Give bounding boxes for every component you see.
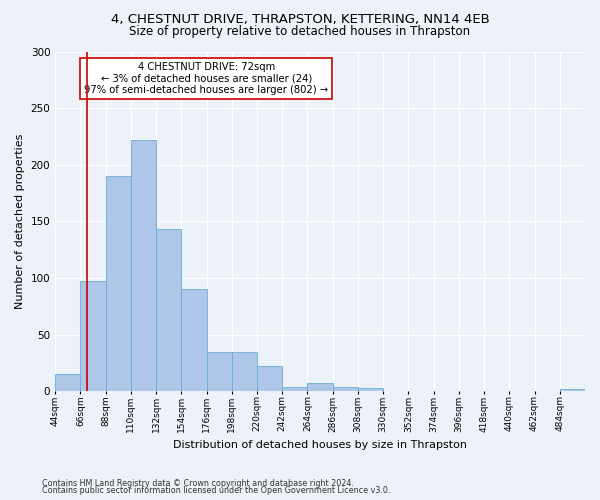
Bar	[358, 388, 383, 391]
Y-axis label: Number of detached properties: Number of detached properties	[15, 134, 25, 309]
Bar	[181, 289, 206, 391]
X-axis label: Distribution of detached houses by size in Thrapston: Distribution of detached houses by size …	[173, 440, 467, 450]
Bar	[257, 366, 282, 391]
Text: Contains HM Land Registry data © Crown copyright and database right 2024.: Contains HM Land Registry data © Crown c…	[42, 478, 354, 488]
Bar	[282, 386, 307, 391]
Bar	[232, 352, 257, 391]
Bar	[55, 374, 80, 391]
Text: 4 CHESTNUT DRIVE: 72sqm
← 3% of detached houses are smaller (24)
97% of semi-det: 4 CHESTNUT DRIVE: 72sqm ← 3% of detached…	[84, 62, 328, 95]
Bar	[156, 229, 181, 391]
Text: Size of property relative to detached houses in Thrapston: Size of property relative to detached ho…	[130, 25, 470, 38]
Bar	[332, 386, 358, 391]
Bar	[131, 140, 156, 391]
Bar	[106, 176, 131, 391]
Bar	[560, 389, 585, 391]
Bar	[206, 352, 232, 391]
Bar	[307, 383, 332, 391]
Text: 4, CHESTNUT DRIVE, THRAPSTON, KETTERING, NN14 4EB: 4, CHESTNUT DRIVE, THRAPSTON, KETTERING,…	[110, 12, 490, 26]
Text: Contains public sector information licensed under the Open Government Licence v3: Contains public sector information licen…	[42, 486, 391, 495]
Bar	[80, 282, 106, 391]
